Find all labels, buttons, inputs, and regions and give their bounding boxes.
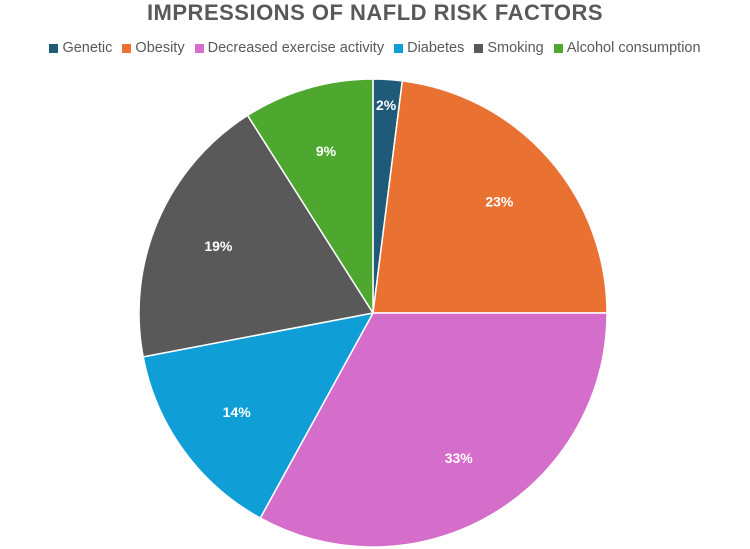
legend-item-diabetes: Diabetes: [394, 40, 464, 56]
data-label-genetic: 2%: [376, 97, 397, 113]
legend-swatch-obesity: [122, 43, 132, 53]
data-label-diabetes: 14%: [223, 404, 252, 420]
legend-swatch-genetic: [49, 43, 59, 53]
pie-slice-smoking: [138, 114, 374, 358]
legend-swatch-diabetes: [394, 43, 404, 53]
data-label-alcohol-consumption: 9%: [316, 143, 337, 159]
legend-item-obesity: Obesity: [122, 40, 185, 56]
legend-label-decreased-exercise-activity: Decreased exercise activity: [207, 40, 385, 56]
chart-legend: Genetic Obesity Decreased exercise activit…: [0, 38, 750, 58]
chart-title: IMPRESSIONS OF NAFLD RISK FACTORS: [146, 0, 604, 25]
legend-label-genetic: Genetic: [62, 40, 113, 56]
pie-slice-diabetes: [142, 312, 374, 519]
data-label-obesity: 23%: [485, 194, 514, 210]
pie-slice-alcohol-consumption: [246, 78, 374, 314]
legend-item-genetic: Genetic: [49, 40, 112, 56]
legend-item-smoking: Smoking: [474, 40, 544, 56]
data-label-smoking: 19%: [204, 238, 233, 254]
legend-label-alcohol-consumption: Alcohol consumption: [566, 40, 701, 56]
legend-label-diabetes: Diabetes: [407, 40, 465, 56]
legend-item-alcohol-consumption: Alcohol consumption: [553, 40, 701, 56]
pie-slice-obesity: [372, 80, 608, 314]
legend-item-decreased-exercise-activity: Decreased exercise activity: [194, 40, 385, 56]
pie-slice-decreased-exercise-activity: [259, 312, 608, 548]
legend-label-obesity: Obesity: [135, 40, 185, 56]
legend-swatch-alcohol-consumption: [553, 43, 563, 53]
legend-swatch-decreased-exercise-activity: [194, 43, 204, 53]
data-label-decreased-exercise-activity: 33%: [445, 450, 474, 466]
legend-label-smoking: Smoking: [487, 40, 544, 56]
legend-swatch-smoking: [474, 43, 484, 53]
